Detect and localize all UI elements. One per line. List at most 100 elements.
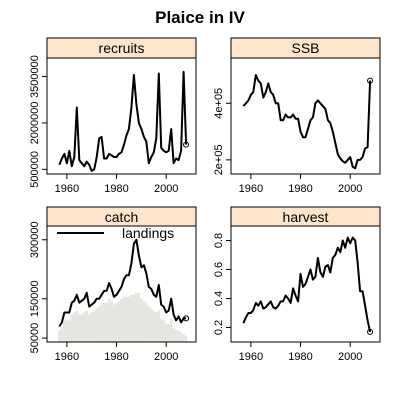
- landings-bar: [117, 300, 121, 342]
- landings-bar: [95, 308, 98, 342]
- y-tick-label: 0.8: [213, 233, 225, 248]
- x-tick-label: 1960: [55, 183, 79, 195]
- landings-bar: [184, 336, 188, 342]
- landings-bar: [142, 300, 146, 342]
- landings-bar: [112, 304, 116, 342]
- landings-bar: [177, 330, 180, 342]
- landings-bar: [162, 320, 165, 342]
- landings-bar: [120, 298, 123, 342]
- landings-bar: [147, 306, 151, 342]
- landings-bar: [63, 320, 66, 342]
- landings-bar: [75, 310, 79, 342]
- panel-frame: [46, 57, 197, 175]
- y-tick-label: 4e+05: [213, 88, 225, 119]
- landings-bar: [179, 332, 183, 342]
- landings-bar: [102, 302, 106, 342]
- x-tick-label: 1960: [239, 183, 263, 195]
- landings-bar: [140, 298, 143, 342]
- series-line: [58, 238, 187, 327]
- landings-bar: [60, 328, 64, 342]
- x-tick-label: 1960: [55, 351, 79, 363]
- landings-bar: [105, 302, 108, 342]
- landings-bar: [100, 304, 103, 342]
- y-tick-label: 50000: [29, 323, 41, 354]
- x-tick-label: 2000: [154, 351, 178, 363]
- landings-bar: [107, 298, 111, 342]
- y-tick-label: 500000: [29, 151, 41, 188]
- y-tick-label: 2000000: [29, 102, 41, 145]
- panel-recruits: recruits 1960 1980 2000 500000 2000000 3500000: [29, 37, 197, 195]
- panel-strip-label: harvest: [283, 209, 329, 225]
- landings-bar: [167, 324, 170, 342]
- x-tick-label: 1960: [239, 351, 263, 363]
- landings-bar: [92, 310, 96, 342]
- x-tick-label: 1980: [104, 351, 128, 363]
- y-tick-label: 0.4: [213, 291, 225, 306]
- landings-bar: [137, 292, 141, 342]
- end-point-marker: [367, 328, 374, 335]
- series-line: [242, 74, 372, 170]
- panel-ssb: SSB 1960 1980 2000 2e+05 4e+05: [213, 37, 381, 195]
- landings-bar: [68, 320, 71, 342]
- landings-bar: [135, 292, 138, 342]
- landings-bar: [164, 324, 168, 342]
- landings-bar: [157, 310, 160, 342]
- series-line: [58, 70, 188, 172]
- end-point-marker: [183, 141, 190, 148]
- y-tick-label: 0.2: [213, 320, 225, 335]
- x-tick-label: 1980: [288, 183, 312, 195]
- y-tick-label: 3500000: [29, 55, 41, 98]
- y-tick-label: 2e+05: [213, 144, 225, 175]
- landings-bar: [174, 330, 178, 342]
- panel-strip-label: recruits: [99, 40, 145, 56]
- landings-bar: [159, 318, 163, 342]
- panel-harvest: harvest 1960 1980 2000 0.2 0.4 0.6 0.8: [213, 206, 381, 363]
- landings-bar: [172, 328, 175, 342]
- landings-bar: [169, 318, 173, 342]
- figure-title: Plaice in IV: [155, 8, 245, 27]
- panel-strip-label: catch: [105, 209, 138, 225]
- landings-bar: [122, 296, 126, 342]
- landings-bar: [132, 294, 136, 342]
- y-tick-label: 300000: [29, 221, 41, 258]
- x-tick-label: 2000: [338, 183, 362, 195]
- landings-bar: [152, 310, 156, 342]
- landings-bar: [125, 296, 128, 342]
- landings-bar: [78, 314, 81, 342]
- x-tick-label: 1980: [104, 183, 128, 195]
- landings-bar: [97, 306, 101, 342]
- panel-strip-label: SSB: [291, 40, 319, 56]
- landings-bar: [58, 330, 61, 342]
- end-point-marker: [367, 77, 374, 84]
- end-point-marker: [183, 315, 190, 322]
- y-tick-label: 0.6: [213, 262, 225, 277]
- x-tick-label: 2000: [154, 183, 178, 195]
- landings-bar: [87, 314, 91, 342]
- panel-frame: [230, 225, 381, 343]
- landings-bar: [85, 310, 88, 342]
- landings-bar: [73, 312, 76, 342]
- landings-bar: [80, 314, 84, 342]
- landings-bar: [127, 296, 131, 342]
- landings-bar: [65, 320, 69, 342]
- landings-bar: [130, 294, 133, 342]
- landings-bar: [150, 308, 153, 342]
- legend-label: landings: [122, 225, 174, 241]
- landings-bar: [115, 302, 118, 342]
- landings-bar: [145, 302, 148, 342]
- x-tick-label: 1980: [288, 351, 312, 363]
- landings-bar: [110, 300, 113, 342]
- landings-bar: [90, 312, 93, 342]
- landings-bar: [70, 314, 74, 342]
- panel-frame: [230, 57, 381, 175]
- panel-frame: [46, 225, 197, 343]
- landings-bar: [182, 334, 185, 342]
- landings-bar: [155, 312, 158, 342]
- x-tick-label: 2000: [338, 351, 362, 363]
- series-line: [242, 236, 372, 333]
- landings-bar: [83, 312, 86, 342]
- y-tick-label: 150000: [29, 280, 41, 317]
